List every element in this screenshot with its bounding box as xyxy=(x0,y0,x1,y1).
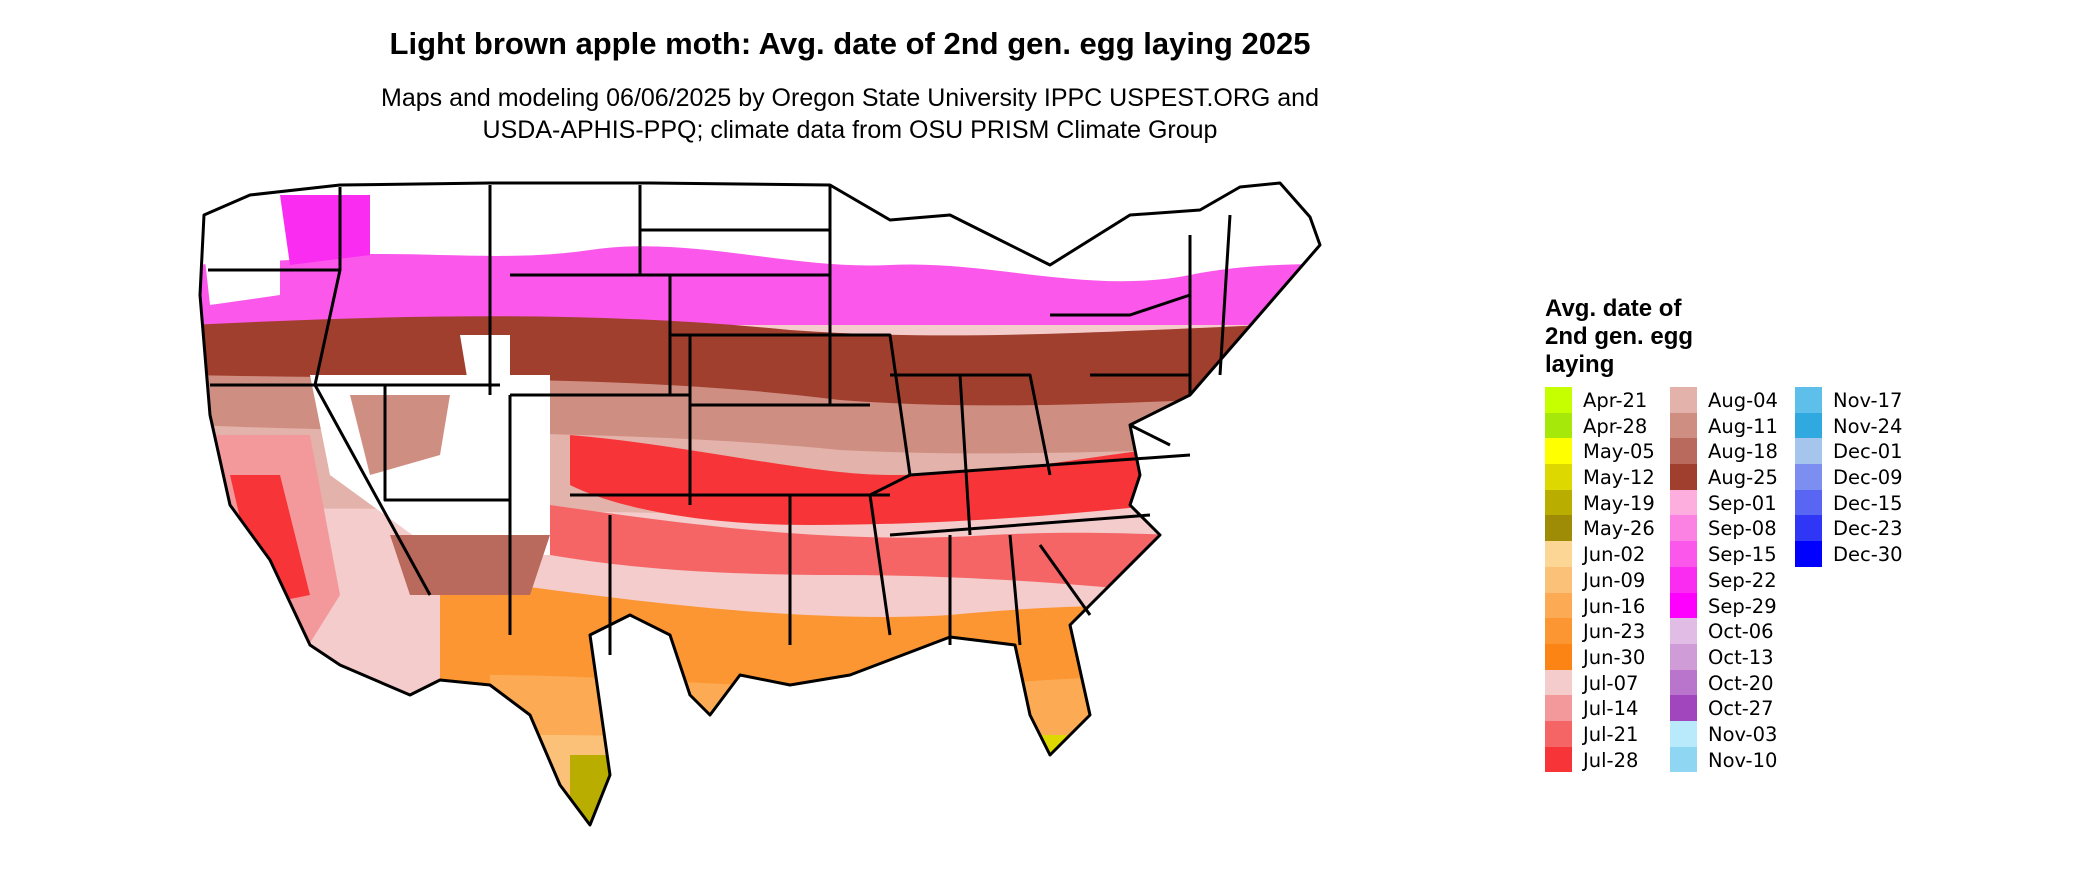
legend-swatch xyxy=(1670,746,1697,773)
legend-label: Dec-23 xyxy=(1833,517,1903,541)
legend-swatch xyxy=(1545,695,1572,721)
legend-label: Jul-28 xyxy=(1583,748,1639,772)
legend-label: Oct-20 xyxy=(1708,671,1774,695)
legend-label: May-12 xyxy=(1583,466,1655,490)
legend-swatch xyxy=(1545,541,1572,567)
legend-swatch xyxy=(1670,618,1697,644)
legend-label: Sep-22 xyxy=(1708,568,1777,592)
legend-swatch xyxy=(1795,541,1822,567)
legend-title-line: laying xyxy=(1545,351,1615,378)
map-subtitle-line-1: Maps and modeling 06/06/2025 by Oregon S… xyxy=(381,84,1319,112)
legend-swatch xyxy=(1670,489,1697,516)
color-bands xyxy=(200,183,1320,825)
legend-label: Jun-02 xyxy=(1583,543,1646,567)
legend-swatch xyxy=(1670,438,1697,465)
legend-swatch xyxy=(1545,746,1572,773)
legend-label: Oct-06 xyxy=(1708,620,1774,644)
legend-swatch xyxy=(1670,387,1697,413)
legend-swatch xyxy=(1795,464,1822,490)
legend-swatch xyxy=(1670,669,1697,696)
legend-label: Jun-30 xyxy=(1583,645,1646,669)
legend-title: Avg. date of 2nd gen. egg laying xyxy=(1545,295,1693,379)
legend-swatch xyxy=(1545,387,1572,413)
legend-label: Sep-08 xyxy=(1708,517,1777,541)
legend-label: Dec-30 xyxy=(1833,543,1903,567)
legend-label: Nov-10 xyxy=(1708,748,1778,772)
legend-label: Jun-16 xyxy=(1583,594,1646,618)
legend-label: Aug-11 xyxy=(1708,414,1778,438)
legend-label: May-05 xyxy=(1583,440,1655,464)
legend-title-line: Avg. date of xyxy=(1545,295,1682,322)
legend-label: Sep-01 xyxy=(1708,491,1777,515)
legend-label: Jul-21 xyxy=(1583,722,1639,746)
legend-swatch xyxy=(1795,438,1822,465)
legend-label: Aug-04 xyxy=(1708,389,1778,412)
legend-swatch xyxy=(1670,643,1697,670)
legend-swatch xyxy=(1545,412,1572,439)
legend-swatch xyxy=(1545,618,1572,644)
legend-label: Apr-21 xyxy=(1583,389,1648,412)
legend-swatch xyxy=(1545,438,1572,465)
legend-swatch xyxy=(1670,515,1697,542)
legend-label: Dec-01 xyxy=(1833,440,1903,464)
legend-swatch xyxy=(1545,720,1572,747)
legend-swatch xyxy=(1670,695,1697,721)
legend-label: Dec-15 xyxy=(1833,491,1903,515)
legend-label: Jun-09 xyxy=(1583,568,1646,592)
legend-label: Jun-23 xyxy=(1583,620,1646,644)
state-boundaries xyxy=(198,181,1322,827)
legend-label: Jul-14 xyxy=(1583,697,1639,721)
legend-label: Apr-28 xyxy=(1583,414,1648,438)
legend-swatch xyxy=(1795,412,1822,439)
legend-swatch xyxy=(1670,592,1697,619)
legend-swatch xyxy=(1670,566,1697,593)
legend-swatch xyxy=(1670,720,1697,747)
legend-swatch xyxy=(1795,489,1822,516)
legend-label: Oct-13 xyxy=(1708,645,1774,669)
legend-swatch xyxy=(1545,643,1572,670)
legend-swatch xyxy=(1545,489,1572,516)
legend-label: Sep-29 xyxy=(1708,594,1777,618)
map-title: Light brown apple moth: Avg. date of 2nd… xyxy=(389,26,1311,61)
legend-swatch xyxy=(1670,464,1697,490)
legend-swatch xyxy=(1545,515,1572,542)
legend-swatch xyxy=(1670,412,1697,439)
legend-label: Aug-18 xyxy=(1708,440,1778,464)
legend-label: Jul-07 xyxy=(1583,671,1639,695)
legend-swatch xyxy=(1545,464,1572,490)
legend-title-line: 2nd gen. egg xyxy=(1545,323,1694,350)
legend-label: Nov-03 xyxy=(1708,722,1778,746)
us-egg-laying-map xyxy=(198,181,1322,827)
legend-label: Aug-25 xyxy=(1708,466,1778,490)
legend-swatch xyxy=(1545,669,1572,696)
legend-swatch xyxy=(1795,387,1822,413)
legend-label: Nov-17 xyxy=(1833,389,1903,412)
legend-swatch xyxy=(1545,566,1572,593)
legend-label: May-26 xyxy=(1583,517,1655,541)
legend-label: Nov-24 xyxy=(1833,414,1903,438)
map-subtitle-line-2: USDA-APHIS-PPQ; climate data from OSU PR… xyxy=(482,116,1218,144)
legend-swatch xyxy=(1795,515,1822,542)
legend-swatch xyxy=(1545,592,1572,619)
legend-label: Dec-09 xyxy=(1833,466,1903,490)
legend-label: Sep-15 xyxy=(1708,543,1777,567)
legend-label: May-19 xyxy=(1583,491,1655,515)
legend-label: Oct-27 xyxy=(1708,697,1774,721)
legend-swatch xyxy=(1670,541,1697,567)
